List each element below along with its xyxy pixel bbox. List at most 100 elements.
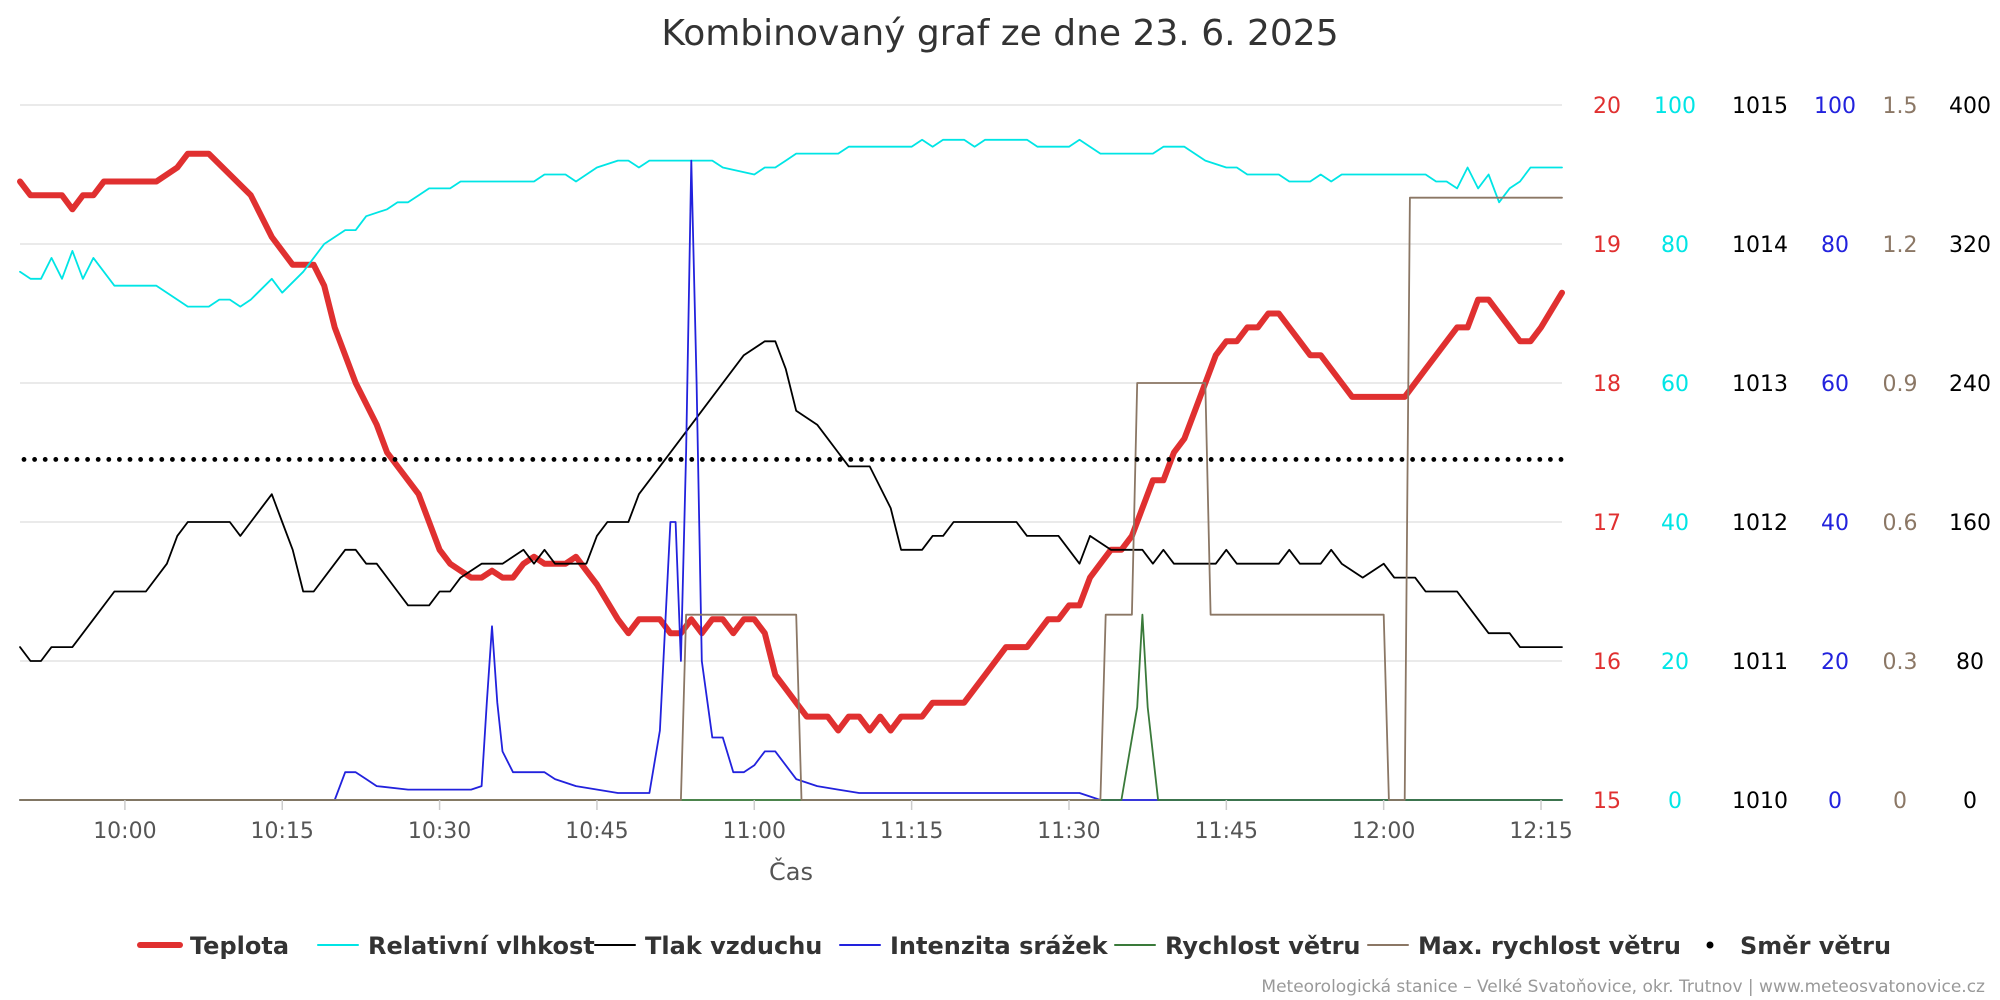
data-point: [1378, 457, 1384, 462]
series-line: [19, 138, 1563, 308]
data-point: [1187, 457, 1193, 462]
y-tick-label-press: 1014: [1732, 233, 1788, 258]
data-point: [943, 457, 949, 462]
legend-item[interactable]: Relativní vlhkost: [317, 932, 595, 960]
legend[interactable]: Teplota Relativní vlhkost Tlak vzduchu Inte…: [137, 932, 1892, 960]
data-point: [848, 457, 854, 462]
data-point: [1177, 457, 1182, 462]
data-point: [647, 457, 652, 462]
x-tick-label: 11:30: [1037, 819, 1100, 844]
data-point: [1314, 457, 1320, 462]
data-point: [413, 457, 419, 462]
y-tick-label-rain: 20: [1821, 650, 1849, 675]
y-tick-label-press: 1012: [1732, 511, 1788, 536]
y-tick-label-hum: 40: [1661, 511, 1689, 536]
data-point: [339, 457, 345, 462]
data-point: [329, 457, 334, 462]
y-tick-label-press: 1013: [1732, 372, 1788, 397]
data-point: [1134, 457, 1140, 462]
data-point: [1155, 457, 1161, 462]
y-tick-label-press: 1011: [1732, 650, 1788, 675]
data-point: [276, 457, 281, 462]
data-point: [975, 457, 981, 462]
data-point: [297, 457, 302, 462]
data-point: [1537, 457, 1543, 462]
legend-item[interactable]: Tlak vzduchu: [594, 932, 822, 960]
chart-title: Kombinovaný graf ze dne 23. 6. 2025: [661, 13, 1338, 54]
data-point: [1219, 457, 1225, 462]
y-tick-label-wind: 0: [1893, 789, 1907, 814]
data-point: [774, 457, 779, 462]
data-point: [1092, 457, 1097, 462]
data-point: [445, 457, 451, 462]
data-point: [1113, 457, 1119, 462]
data-point: [318, 457, 324, 462]
y-tick-label-dir: 240: [1949, 372, 1991, 397]
y-tick-label-wind: 0.6: [1883, 511, 1918, 536]
data-point: [1548, 457, 1553, 462]
data-point: [1145, 457, 1150, 462]
data-point: [583, 457, 589, 462]
data-point: [1357, 457, 1362, 462]
data-point: [1505, 457, 1511, 462]
data-point: [551, 457, 557, 462]
data-point: [604, 457, 610, 462]
legend-label: Teplota: [190, 932, 289, 960]
data-point: [1198, 457, 1203, 462]
credits-text[interactable]: Meteorologická stanice – Velké Svatoňovi…: [1261, 977, 1985, 997]
legend-item[interactable]: Směr větru: [1706, 932, 1892, 960]
data-point: [1473, 457, 1479, 462]
x-tick-label: 12:15: [1509, 819, 1572, 844]
y-tick-label-wind: 1.2: [1883, 233, 1918, 258]
data-point: [85, 457, 90, 462]
data-point: [731, 457, 737, 462]
data-point: [1208, 457, 1214, 462]
series-line: [19, 196, 1563, 801]
y-tick-label-rain: 40: [1821, 511, 1849, 536]
y-tick-label-dir: 160: [1949, 511, 1991, 536]
x-tick-label: 10:15: [251, 819, 314, 844]
x-tick-label: 10:00: [93, 819, 156, 844]
data-point: [95, 457, 101, 462]
data-point: [254, 457, 260, 462]
data-point: [1304, 457, 1309, 462]
data-point: [1081, 457, 1087, 462]
data-point: [1526, 457, 1532, 462]
legend-label: Rychlost větru: [1165, 932, 1361, 960]
data-point: [922, 457, 928, 462]
data-point: [477, 457, 483, 462]
y-tick-label-dir: 320: [1949, 233, 1991, 258]
data-point: [1102, 457, 1108, 462]
series-line: [19, 613, 1563, 801]
data-point: [456, 457, 461, 462]
data-point: [191, 457, 197, 462]
data-point: [869, 457, 875, 462]
data-point: [509, 457, 514, 462]
data-point: [392, 457, 398, 462]
legend-label: Intenzita srážek: [890, 932, 1109, 960]
data-point: [435, 457, 440, 462]
y-tick-label-press: 1010: [1732, 789, 1788, 814]
y-tick-label-temp: 20: [1593, 94, 1621, 119]
data-point: [689, 457, 695, 462]
legend-item[interactable]: Teplota: [137, 932, 289, 960]
legend-item[interactable]: Max. rychlost větru: [1367, 932, 1681, 960]
data-point: [74, 457, 80, 462]
data-point: [212, 457, 218, 462]
data-point: [159, 457, 165, 462]
data-point: [106, 457, 112, 462]
data-point: [350, 457, 355, 462]
data-point: [1007, 457, 1013, 462]
data-point: [996, 457, 1002, 462]
y-tick-label-dir: 400: [1949, 94, 1991, 119]
data-point: [1230, 457, 1235, 462]
data-point: [1325, 457, 1331, 462]
data-point: [1463, 457, 1468, 462]
data-point: [901, 457, 907, 462]
data-point: [795, 457, 801, 462]
data-point: [382, 457, 387, 462]
legend-item[interactable]: Intenzita srážek: [839, 932, 1109, 960]
legend-item[interactable]: Rychlost větru: [1114, 932, 1361, 960]
data-point: [223, 457, 228, 462]
legend-label: Relativní vlhkost: [368, 932, 595, 960]
